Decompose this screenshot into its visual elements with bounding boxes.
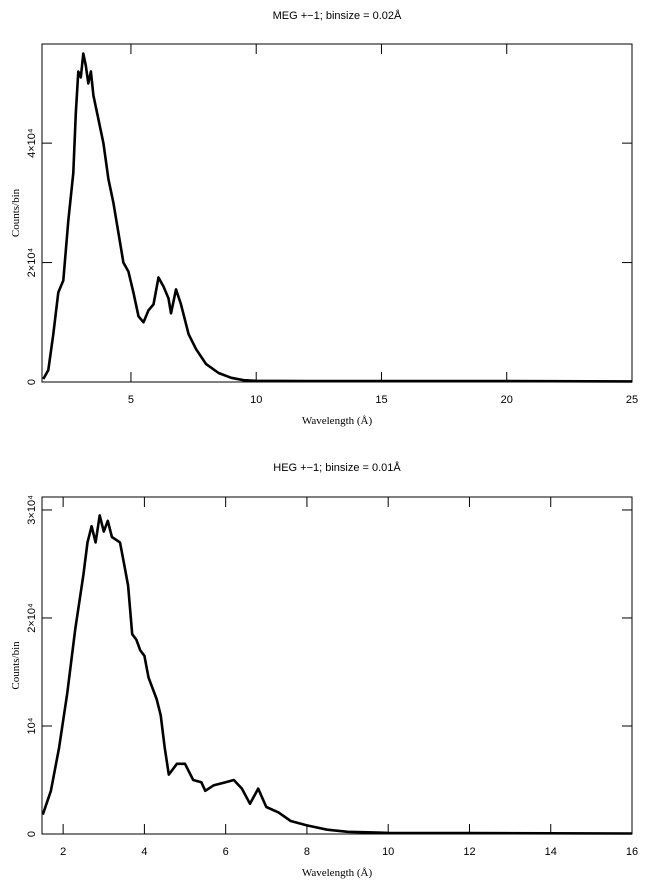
x-axis-label: Wavelength (Å) (302, 415, 373, 427)
y-tick-label: 10⁴ (26, 717, 38, 734)
x-tick-label: 15 (375, 394, 387, 406)
y-tick-label: 0 (26, 379, 38, 385)
x-tick-label: 2 (60, 846, 66, 858)
x-axis-label: Wavelength (Å) (302, 867, 373, 879)
y-tick-label: 0 (26, 831, 38, 837)
x-tick-label: 6 (223, 846, 229, 858)
y-tick-label: 3×10⁴ (26, 495, 38, 525)
x-tick-label: 10 (250, 394, 262, 406)
plot-frame (41, 43, 633, 383)
plot-frame (41, 496, 633, 835)
y-axis-label: Counts/bin (10, 641, 22, 690)
y-tick-label: 4×10⁴ (26, 128, 38, 158)
y-tick-label: 2×10⁴ (26, 603, 38, 633)
x-tick-label: 12 (463, 846, 475, 858)
spectrum-line (41, 514, 633, 835)
x-tick-label: 25 (626, 394, 638, 406)
spectrum-line (42, 52, 633, 383)
x-tick-label: 14 (545, 846, 557, 858)
chart-title: HEG +−1; binsize = 0.01Å (273, 461, 401, 474)
x-tick-label: 16 (626, 846, 638, 858)
x-tick-label: 5 (128, 394, 134, 406)
x-tick-label: 8 (304, 846, 310, 858)
x-tick-label: 10 (382, 846, 394, 858)
y-axis-label: Counts/bin (10, 188, 22, 237)
x-tick-label: 4 (141, 846, 147, 858)
chart-title: MEG +−1; binsize = 0.02Å (273, 9, 402, 22)
x-tick-label: 20 (501, 394, 513, 406)
y-tick-label: 2×10⁴ (26, 248, 38, 278)
